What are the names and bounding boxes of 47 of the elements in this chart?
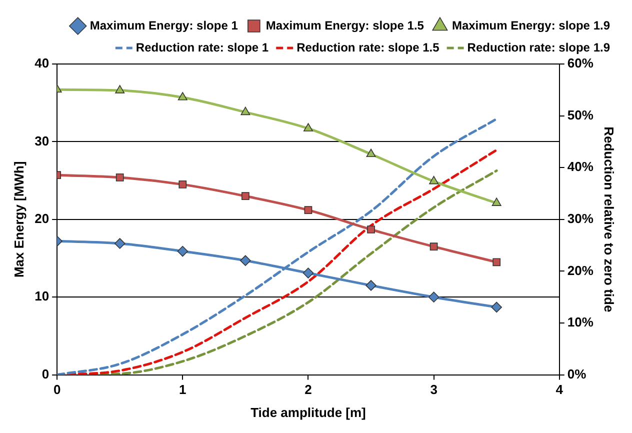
point: [241, 192, 250, 200]
point: [367, 226, 375, 234]
x-tick-label: 3: [430, 382, 438, 398]
point: [428, 292, 440, 302]
point: [178, 180, 187, 188]
point: [491, 302, 502, 313]
x-tick-label: 1: [179, 382, 186, 398]
point: [303, 123, 313, 132]
point: [177, 246, 188, 257]
y2-tick-label: 0%: [567, 366, 587, 382]
y2-tick-label: 40%: [567, 159, 594, 174]
point: [116, 174, 124, 182]
x-tick-label: 2: [304, 382, 312, 398]
legend-label: Reduction rate: slope 1: [136, 40, 269, 54]
point: [366, 280, 376, 291]
y-tick-label: 40: [34, 56, 50, 71]
x-tick-label: 4: [556, 382, 564, 398]
legend-label: Reduction rate: slope 1.9: [467, 40, 610, 54]
y-tick-label: 10: [34, 288, 50, 304]
y-tick-label: 30: [34, 133, 50, 148]
y-tick-label: 0: [42, 366, 50, 382]
y2-tick-label: 30%: [567, 210, 594, 226]
y-axis-title: Max Energy [MWh]: [11, 161, 26, 278]
legend-label: Maximum Energy: slope 1: [90, 18, 238, 32]
point: [114, 238, 126, 249]
point: [492, 198, 502, 206]
point: [240, 255, 251, 266]
point: [366, 148, 376, 158]
legend-label: Maximum Energy: slope 1.5: [266, 18, 424, 32]
legend-label: Maximum Energy: slope 1.9: [452, 18, 610, 32]
point: [240, 106, 250, 116]
x-axis-title: Tide amplitude [m]: [250, 404, 366, 420]
point: [429, 176, 439, 184]
y2-tick-label: 20%: [567, 262, 594, 278]
legend-label: Reduction rate: slope 1.5: [296, 40, 440, 54]
y2-tick-label: 60%: [567, 56, 594, 71]
point: [178, 92, 188, 100]
x-tick-label: 0: [53, 382, 61, 398]
y-tick-label: 20: [34, 210, 50, 226]
point: [304, 206, 312, 214]
y2-axis-title: Reduction relative to zero tide: [602, 126, 617, 312]
y2-tick-label: 10%: [567, 314, 594, 330]
point: [302, 268, 314, 278]
point: [492, 258, 501, 266]
y2-tick-label: 50%: [567, 107, 594, 122]
point: [115, 85, 125, 94]
point: [430, 242, 438, 251]
